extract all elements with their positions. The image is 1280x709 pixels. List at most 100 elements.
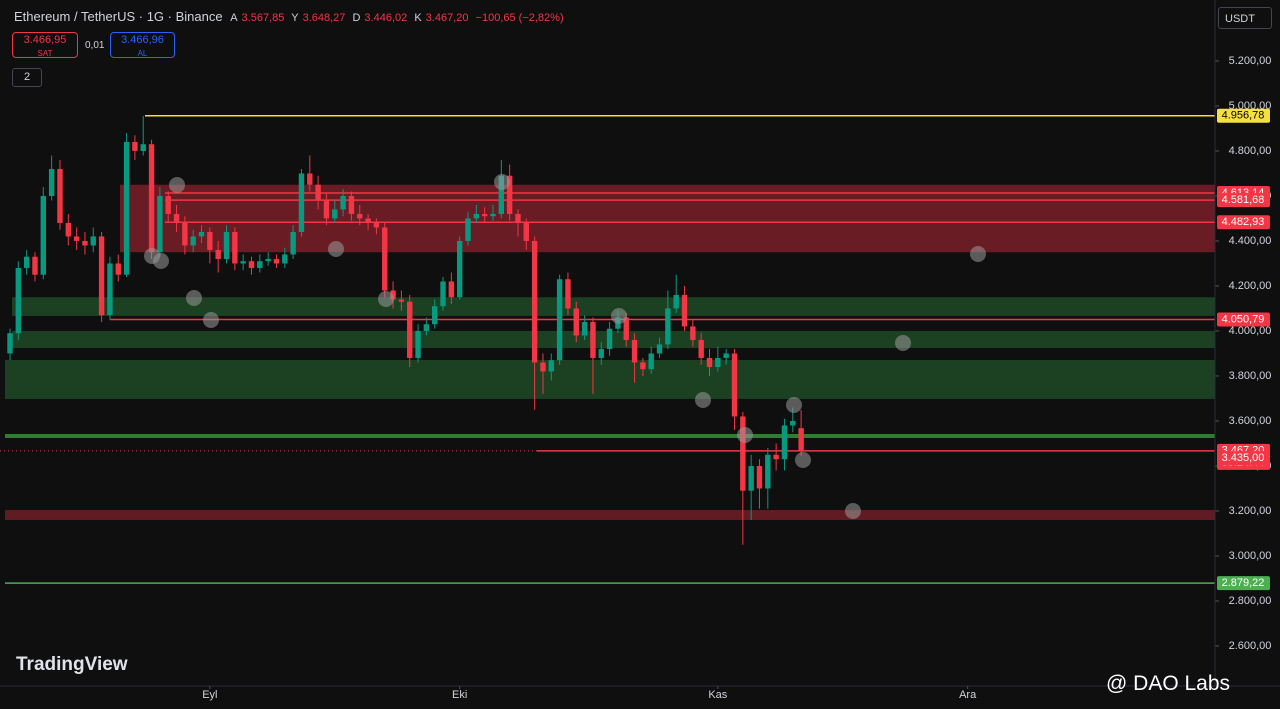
candle-body	[640, 362, 646, 370]
candle-body	[581, 321, 588, 336]
sell-button[interactable]: 3.466,95 SAT	[12, 32, 78, 58]
candle-body	[407, 301, 413, 358]
price-label: 4.050,79	[1222, 313, 1265, 325]
candle-body	[90, 236, 96, 246]
candle-body	[515, 213, 521, 223]
candle-body	[65, 222, 71, 237]
currency-select[interactable]: USDT	[1218, 7, 1272, 29]
candle-body	[523, 222, 530, 241]
logo: TradingView	[16, 654, 128, 675]
marker	[203, 312, 219, 328]
marker	[795, 452, 811, 468]
y-tick-label: 2.800,00	[1229, 595, 1272, 607]
candle-body	[573, 308, 579, 336]
value: 3.567,85	[241, 12, 285, 24]
marker	[845, 503, 861, 519]
zone	[5, 510, 1215, 520]
candle-body	[423, 324, 430, 331]
candle-body	[282, 254, 288, 264]
candle-body	[631, 339, 638, 363]
candle-body	[215, 249, 221, 259]
y-tick-label: 4.200,00	[1229, 280, 1272, 292]
candle-body	[565, 279, 571, 309]
candle-body	[190, 236, 196, 246]
candle-body	[265, 258, 271, 262]
buy-button[interactable]: 3.466,96 AL	[110, 32, 175, 58]
candle-body	[681, 294, 688, 327]
candle-body	[765, 454, 771, 489]
candle-body	[57, 168, 63, 223]
candle-body	[498, 175, 505, 214]
value: 3.446,02	[364, 12, 408, 24]
candle-body	[148, 144, 155, 253]
price-label-bg	[1217, 193, 1270, 208]
candle-body	[731, 353, 738, 417]
zone	[120, 184, 1215, 253]
candle-body	[773, 454, 779, 460]
change: −100,65 (−2,82%)	[475, 12, 564, 24]
candle-body	[323, 200, 330, 219]
price-label: 4.956,78	[1222, 110, 1265, 122]
y-tick-label: 5.200,00	[1229, 55, 1272, 67]
marker	[378, 291, 394, 307]
candle-body	[440, 281, 446, 307]
label: AL	[137, 49, 148, 58]
candle-body	[165, 195, 171, 214]
price: 3.466,95	[23, 34, 67, 46]
price-label: 4.581,68	[1222, 194, 1265, 206]
candle-body	[340, 195, 346, 210]
price-label-bg	[1217, 215, 1270, 230]
label: K	[414, 12, 422, 24]
price-label-bg	[1217, 108, 1270, 123]
price: 3.466,96	[121, 34, 164, 46]
candle-body	[115, 263, 121, 275]
candle-body	[198, 231, 205, 237]
candle-body	[298, 173, 305, 232]
candle-body	[415, 330, 421, 358]
indicator-toggle[interactable]: 2	[12, 68, 42, 87]
candle-body	[698, 339, 704, 358]
candle-body	[556, 279, 563, 361]
candle-body	[648, 353, 654, 370]
zone	[12, 330, 1215, 349]
candle-body	[398, 299, 405, 302]
watermark: @ DAO Labs	[1106, 672, 1231, 695]
value: 3.648,27	[302, 12, 346, 24]
price-label-bg	[1217, 576, 1270, 591]
candle-body	[273, 258, 280, 264]
candle-body	[123, 141, 130, 275]
markers	[144, 174, 986, 519]
candle-body	[673, 294, 679, 309]
candle-body	[540, 362, 546, 372]
candle-body	[173, 213, 180, 223]
price-label-bg	[1217, 451, 1270, 466]
candle-body	[390, 290, 396, 300]
marker	[186, 290, 202, 306]
candle-body	[240, 261, 246, 264]
candle-body	[82, 240, 88, 246]
candle-body	[307, 173, 313, 185]
candle-body	[365, 218, 371, 223]
candle-body	[531, 240, 538, 363]
candle-body	[40, 195, 47, 275]
candle-body	[506, 175, 513, 214]
candle-body	[598, 348, 604, 358]
candle-body	[656, 344, 663, 354]
y-tick-label: 3.000,00	[1229, 550, 1272, 562]
candle-body	[740, 416, 746, 491]
marker	[494, 174, 510, 190]
marker	[611, 308, 627, 324]
plot: 2.600,002.800,003.000,003.200,003.400,00…	[0, 55, 1271, 701]
x-tick-label: Eyl	[202, 689, 217, 701]
zone	[5, 359, 1215, 399]
candle-body	[756, 465, 763, 489]
marker	[786, 397, 802, 413]
candle-body	[590, 321, 596, 358]
y-tick-label: 4.400,00	[1229, 235, 1272, 247]
candle-body	[473, 213, 480, 219]
candle-body	[132, 141, 138, 151]
value: 3.467,20	[425, 12, 469, 24]
candle-body	[382, 227, 388, 291]
y-tick-label: 4.800,00	[1229, 145, 1272, 157]
